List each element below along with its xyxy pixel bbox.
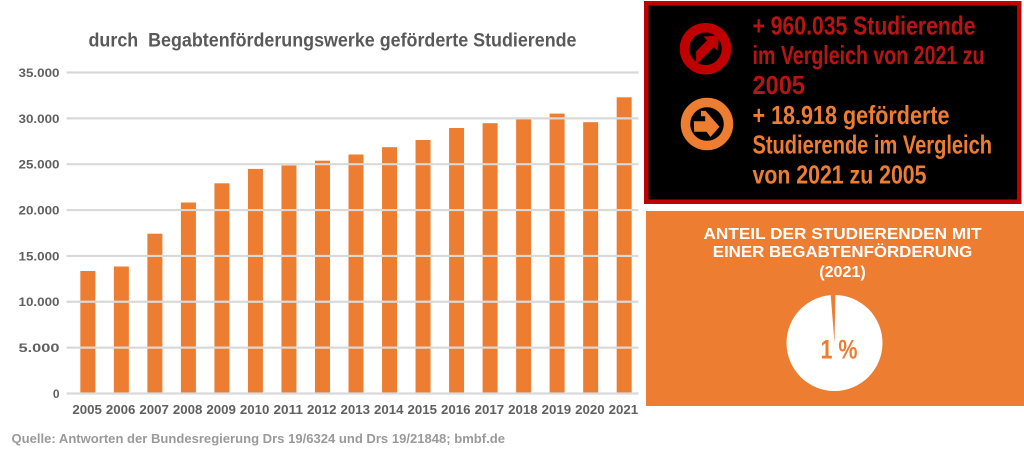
svg-text:+ 960.035 Studierende: + 960.035 Studierende <box>753 12 976 40</box>
svg-text:30.000: 30.000 <box>19 112 60 126</box>
svg-text:15.000: 15.000 <box>19 249 60 263</box>
svg-text:10.000: 10.000 <box>19 295 60 309</box>
svg-text:35.000: 35.000 <box>19 66 60 80</box>
svg-text:+ 18.918 geförderte: + 18.918 geförderte <box>753 102 950 130</box>
svg-text:25.000: 25.000 <box>19 158 60 172</box>
svg-text:2014: 2014 <box>374 402 404 417</box>
svg-text:2017: 2017 <box>475 402 505 417</box>
svg-text:2015: 2015 <box>408 402 438 417</box>
svg-text:2005: 2005 <box>753 72 806 100</box>
svg-text:2005: 2005 <box>72 402 102 417</box>
svg-text:2020: 2020 <box>575 402 605 417</box>
svg-text:2013: 2013 <box>341 402 371 417</box>
svg-text:2016: 2016 <box>441 402 471 417</box>
svg-text:2021: 2021 <box>609 402 639 417</box>
svg-text:2019: 2019 <box>542 402 572 417</box>
svg-text:2008: 2008 <box>173 402 203 417</box>
svg-text:EINER BEGABTENFÖRDERUNG: EINER BEGABTENFÖRDERUNG <box>713 242 973 261</box>
svg-text:5.000: 5.000 <box>19 341 60 355</box>
svg-text:von 2021 zu 2005: von 2021 zu 2005 <box>753 161 927 189</box>
svg-text:2018: 2018 <box>508 402 538 417</box>
svg-text:im Vergleich von 2021 zu: im Vergleich von 2021 zu <box>753 42 985 70</box>
svg-text:0: 0 <box>53 387 60 401</box>
svg-text:Quelle: Antworten der Bundesre: Quelle: Antworten der Bundesregierung Dr… <box>12 432 506 446</box>
svg-text:ANTEIL DER STUDIERENDEN MIT: ANTEIL DER STUDIERENDEN MIT <box>704 226 982 243</box>
svg-text:20.000: 20.000 <box>19 203 60 217</box>
svg-text:2006: 2006 <box>106 402 136 417</box>
svg-text:2009: 2009 <box>206 402 236 417</box>
svg-text:1 %: 1 % <box>821 334 858 364</box>
svg-text:Studierende im Vergleich: Studierende im Vergleich <box>753 132 993 160</box>
svg-text:2012: 2012 <box>307 402 337 417</box>
svg-text:2010: 2010 <box>240 402 270 417</box>
svg-text:durch Begabtenförderungswerke: durch Begabtenförderungswerke geförderte… <box>89 31 577 52</box>
svg-text:(2021): (2021) <box>819 264 866 281</box>
svg-text:2011: 2011 <box>273 402 303 417</box>
svg-text:2007: 2007 <box>139 402 169 417</box>
